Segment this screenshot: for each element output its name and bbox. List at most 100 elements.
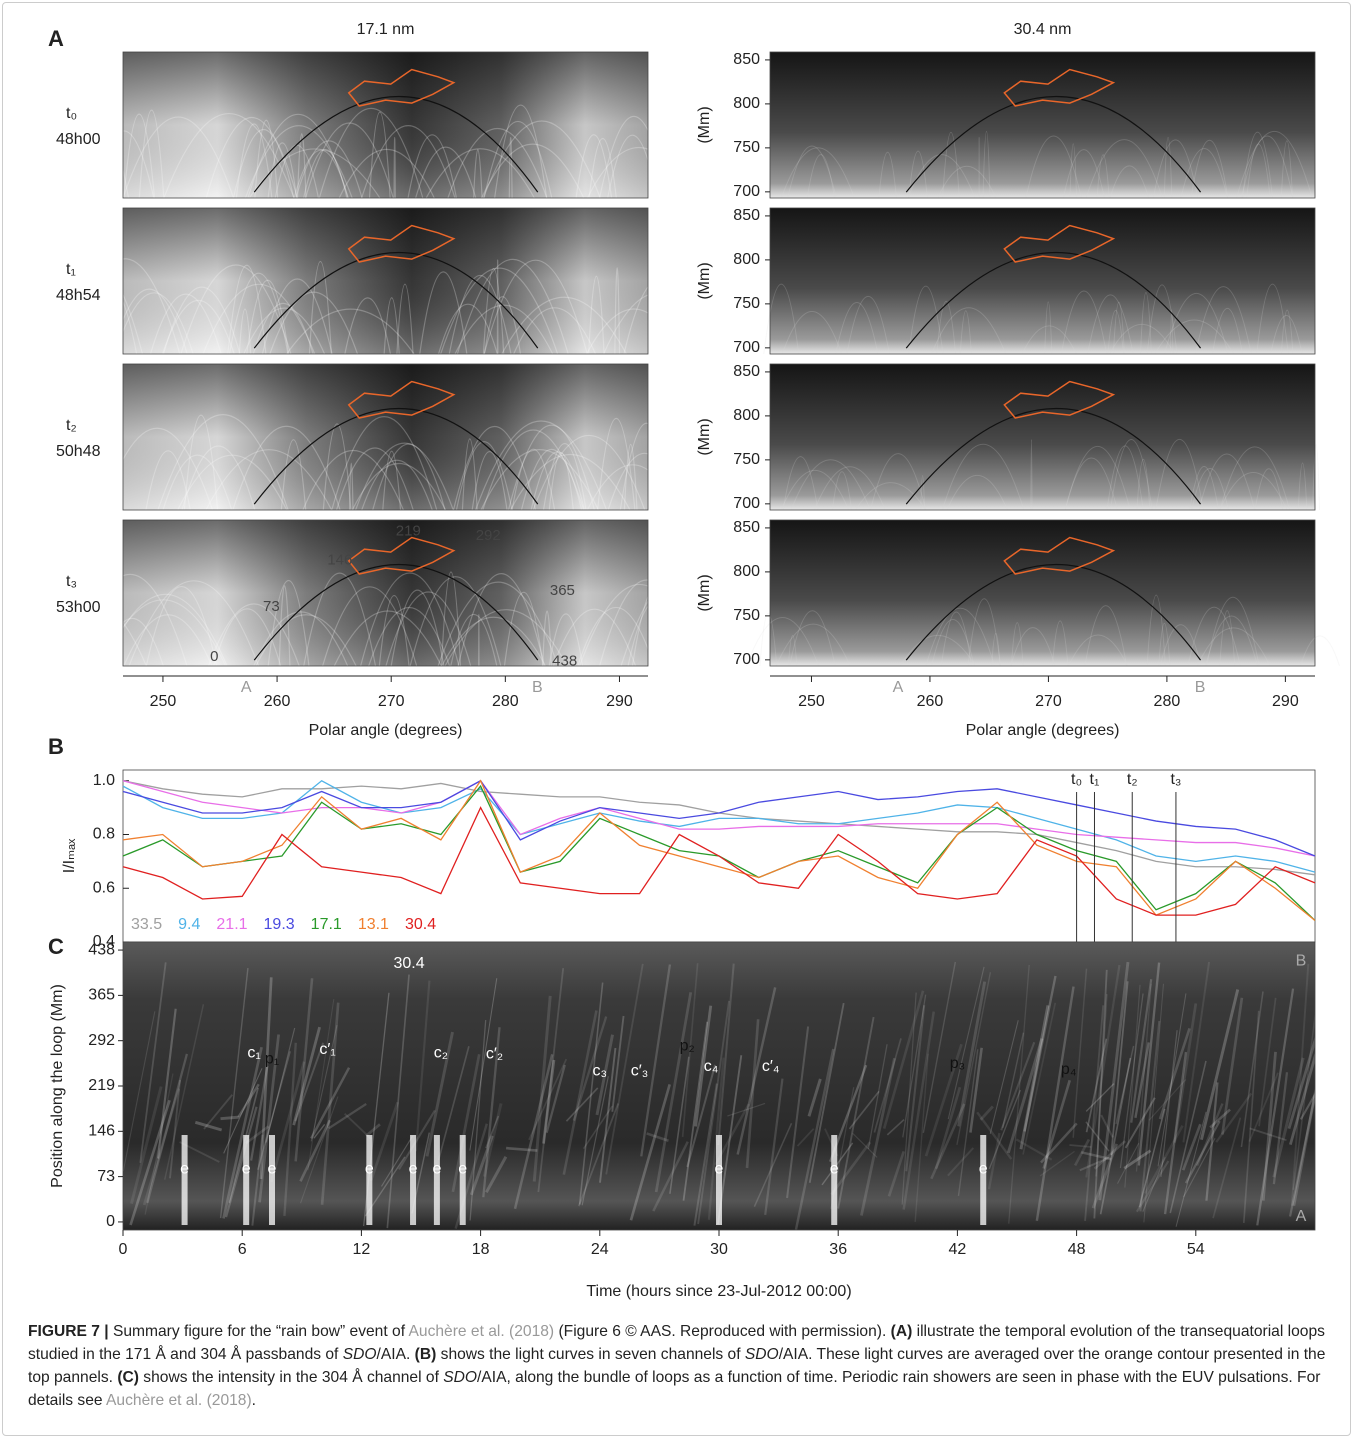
loop-texture: [991, 632, 1001, 667]
loop-texture: [61, 105, 130, 199]
streak-texture: [786, 1026, 810, 1199]
streak-texture: [223, 1068, 263, 1154]
streak-texture: [717, 963, 735, 1146]
loop-trace: [905, 96, 1202, 193]
streak-texture: [1137, 962, 1161, 1166]
loop-texture: [542, 610, 552, 667]
loop-texture: [396, 283, 414, 355]
streak-texture: [1173, 1003, 1198, 1143]
streak-texture: [1035, 986, 1075, 1221]
streak-texture: [565, 1087, 599, 1122]
light-curve: [122, 779, 1316, 873]
loop-texture: [385, 591, 472, 667]
loop-texture: [471, 450, 508, 511]
endpoint-label: A: [241, 679, 252, 696]
loop-texture: [447, 127, 548, 199]
loop-texture: [1146, 594, 1166, 667]
loop-texture: [588, 276, 605, 355]
streak-texture: [914, 1053, 929, 1223]
streak-texture: [380, 1135, 414, 1187]
streak-texture: [1143, 983, 1164, 1223]
loop-texture: [1256, 283, 1289, 355]
streak-texture: [425, 1031, 454, 1157]
streak-texture: [794, 1048, 835, 1230]
streak-texture: [979, 1105, 994, 1121]
x-tick-label: 280: [1154, 693, 1181, 710]
caption-link[interactable]: Auchère et al. (2018): [408, 1323, 555, 1340]
x-tick-label: 18: [472, 1241, 490, 1258]
streak-texture: [934, 1086, 962, 1170]
rain-plume: [243, 1135, 250, 1225]
streak-texture: [294, 978, 314, 1162]
loop-trace: [905, 252, 1202, 349]
loop-texture: [1025, 135, 1082, 199]
x-tick-label: 12: [353, 1241, 371, 1258]
y-tick-label: 750: [733, 139, 760, 156]
light-curve: [122, 779, 1316, 857]
streak-texture: [1272, 1057, 1305, 1178]
loop-texture: [1190, 140, 1229, 199]
x-tick-label: 54: [1187, 1241, 1205, 1258]
loop-texture: [982, 130, 991, 199]
image-panel: [39, 520, 741, 667]
loop-texture: [763, 283, 800, 355]
streak-texture: [1015, 1138, 1053, 1161]
endpoint-label: B: [532, 679, 543, 696]
streak-texture: [1115, 1045, 1135, 1125]
x-axis-label: Time (hours since 23-Jul-2012 00:00): [586, 1283, 851, 1300]
streak-texture: [292, 1026, 321, 1126]
loop-texture: [372, 443, 446, 511]
loop-texture: [378, 595, 410, 667]
rain-plume: [980, 1135, 987, 1225]
streak-texture: [219, 967, 249, 1219]
streak-texture: [1134, 1042, 1150, 1119]
streak-texture: [611, 1015, 625, 1112]
time-marker-label: t₀: [1071, 771, 1082, 788]
streak-texture: [1175, 1111, 1207, 1227]
loop-texture: [253, 611, 349, 667]
streak-texture: [194, 1120, 223, 1132]
streak-texture: [251, 1134, 264, 1226]
streak-texture: [259, 977, 273, 1179]
y-tick-label: 800: [733, 251, 760, 268]
y-tick-label: 750: [733, 295, 760, 312]
annotation: p₁: [265, 1051, 279, 1068]
loop-texture: [1187, 606, 1241, 667]
streak-texture: [736, 987, 777, 1155]
loop-texture: [959, 310, 972, 355]
rain-plume: [269, 1135, 275, 1225]
loop-texture: [425, 148, 535, 199]
loop-texture: [228, 272, 289, 355]
streak-texture: [1290, 963, 1310, 1206]
annotation: c′₄: [762, 1058, 780, 1075]
streak-texture: [482, 1103, 503, 1177]
loop-texture: [1085, 139, 1163, 199]
caption-link[interactable]: Auchère et al. (2018): [106, 1392, 252, 1409]
loop-texture: [361, 459, 433, 511]
caption-plain: shows the intensity in the 304 Å channel…: [138, 1369, 444, 1386]
loop-texture: [548, 613, 584, 667]
streak-texture: [1079, 1156, 1111, 1172]
image-bg: [770, 52, 1315, 198]
streak-texture: [652, 1141, 689, 1212]
y-tick-label: 700: [733, 183, 760, 200]
loop-trace: [905, 408, 1202, 505]
loop-texture: [619, 422, 674, 511]
loop-texture: [267, 579, 310, 667]
loop-texture: [1087, 294, 1134, 355]
streak-texture: [1019, 1005, 1050, 1150]
loop-texture: [444, 609, 568, 667]
loop-texture: [70, 258, 181, 355]
loop-texture: [145, 450, 191, 511]
loop-texture: [157, 414, 289, 511]
loop-texture: [1254, 468, 1284, 511]
loop-texture: [213, 608, 282, 667]
caption: FIGURE 7 | Summary figure for the “rain …: [28, 1320, 1328, 1412]
annotation: e: [979, 1160, 988, 1177]
loop-texture: [483, 120, 553, 199]
streak-texture: [902, 1011, 935, 1210]
loop-texture: [114, 292, 194, 355]
y-tick-label: 0.4: [93, 933, 115, 950]
loop-texture: [1205, 615, 1258, 667]
loop-texture: [586, 146, 691, 199]
